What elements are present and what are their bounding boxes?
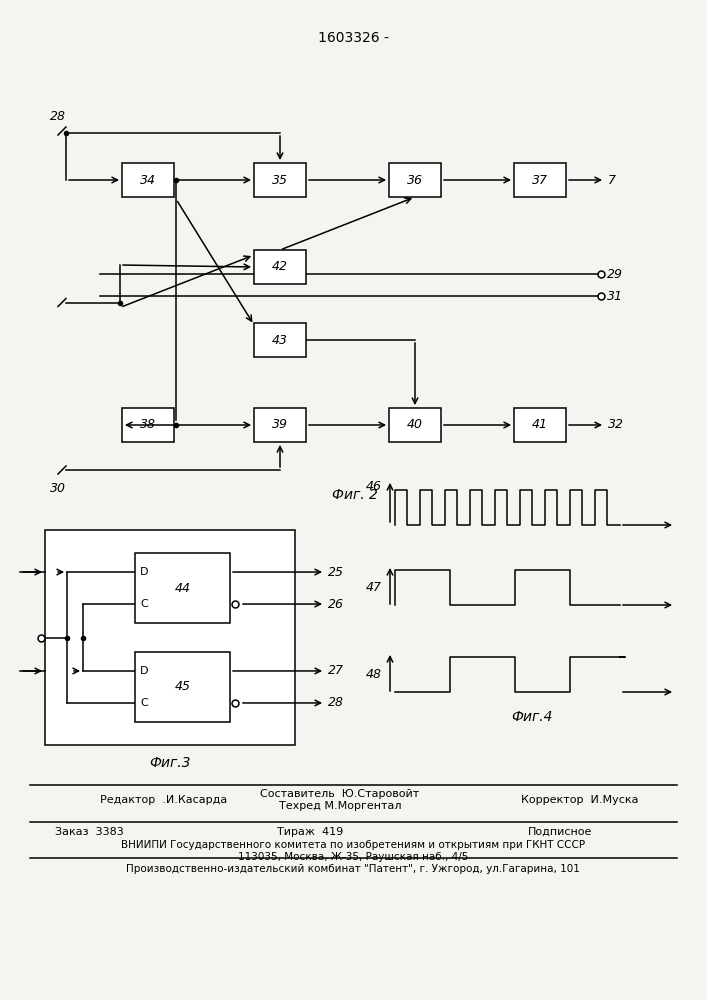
Text: 42: 42 — [272, 260, 288, 273]
Text: Корректор  И.Муска: Корректор И.Муска — [521, 795, 638, 805]
Text: 44: 44 — [175, 582, 190, 595]
Text: Заказ  3383: Заказ 3383 — [55, 827, 124, 837]
Text: 31: 31 — [607, 290, 623, 302]
Text: 39: 39 — [272, 418, 288, 432]
Text: 35: 35 — [272, 174, 288, 186]
FancyBboxPatch shape — [514, 163, 566, 197]
Text: C: C — [140, 698, 148, 708]
Text: 7: 7 — [608, 174, 616, 186]
Text: 43: 43 — [272, 334, 288, 347]
Text: 26: 26 — [328, 598, 344, 611]
Text: 29: 29 — [607, 267, 623, 280]
FancyBboxPatch shape — [389, 408, 441, 442]
FancyBboxPatch shape — [514, 408, 566, 442]
Text: 40: 40 — [407, 418, 423, 432]
Text: Тираж  419: Тираж 419 — [277, 827, 343, 837]
Text: 38: 38 — [140, 418, 156, 432]
FancyBboxPatch shape — [45, 530, 295, 745]
FancyBboxPatch shape — [122, 163, 174, 197]
Text: D: D — [140, 567, 148, 577]
FancyBboxPatch shape — [135, 553, 230, 623]
Text: Редактор  .И.Касарда: Редактор .И.Касарда — [100, 795, 227, 805]
Text: 113035, Москва, Ж-35, Раушская наб., 4/5: 113035, Москва, Ж-35, Раушская наб., 4/5 — [238, 852, 468, 862]
FancyBboxPatch shape — [389, 163, 441, 197]
Text: Фиг.4: Фиг.4 — [512, 710, 554, 724]
Text: Производственно-издательский комбинат "Патент", г. Ужгород, ул.Гагарина, 101: Производственно-издательский комбинат "П… — [126, 864, 580, 874]
Text: 48: 48 — [366, 668, 382, 681]
Text: C: C — [140, 599, 148, 609]
Text: 45: 45 — [175, 680, 190, 693]
Text: 28: 28 — [328, 696, 344, 709]
Text: Фиг.3: Фиг.3 — [149, 756, 191, 770]
Text: Фиг. 2: Фиг. 2 — [332, 488, 378, 502]
FancyBboxPatch shape — [122, 408, 174, 442]
Text: 25: 25 — [328, 566, 344, 579]
FancyBboxPatch shape — [135, 652, 230, 722]
Text: 34: 34 — [140, 174, 156, 186]
FancyBboxPatch shape — [254, 250, 306, 284]
Text: Техред М.Моргентал: Техред М.Моргентал — [279, 801, 402, 811]
Text: 47: 47 — [366, 581, 382, 594]
Text: 27: 27 — [328, 664, 344, 677]
Text: ВНИИПИ Государственного комитета по изобретениям и открытиям при ГКНТ СССР: ВНИИПИ Государственного комитета по изоб… — [121, 840, 585, 850]
Text: Составитель  Ю.Старовойт: Составитель Ю.Старовойт — [260, 789, 420, 799]
Text: 41: 41 — [532, 418, 548, 432]
Text: 46: 46 — [366, 481, 382, 493]
FancyBboxPatch shape — [254, 163, 306, 197]
FancyBboxPatch shape — [254, 323, 306, 357]
Text: 32: 32 — [608, 418, 624, 432]
Text: 1603326 -: 1603326 - — [317, 31, 388, 45]
Text: 28: 28 — [50, 110, 66, 123]
Text: D: D — [140, 666, 148, 676]
Text: 30: 30 — [50, 482, 66, 495]
Text: 37: 37 — [532, 174, 548, 186]
Text: 36: 36 — [407, 174, 423, 186]
FancyBboxPatch shape — [254, 408, 306, 442]
Text: Подписное: Подписное — [528, 827, 592, 837]
